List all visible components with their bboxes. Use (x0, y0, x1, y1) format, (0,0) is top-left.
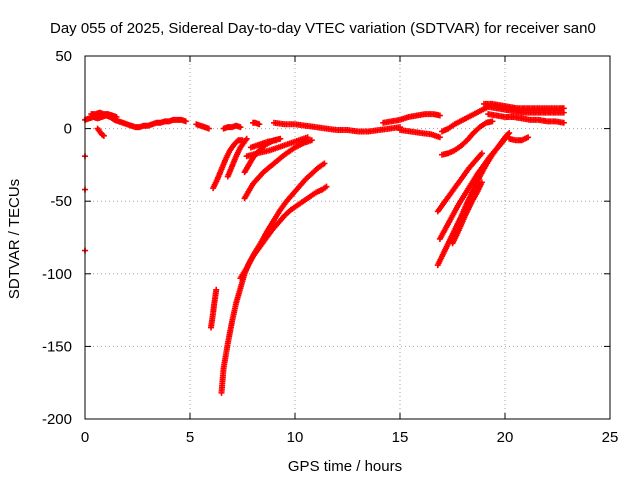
y-tick-label: -150 (42, 338, 72, 355)
plot-frame (84, 55, 611, 420)
y-tick-label: 50 (55, 48, 72, 65)
point-arc-5 (304, 134, 311, 141)
point-deep-dip (321, 160, 328, 167)
point-mid-a (205, 125, 212, 132)
x-tick-label: 25 (602, 429, 619, 446)
point-isolated (213, 286, 220, 293)
y-tick-label: 0 (64, 121, 72, 138)
point-late-lower (560, 119, 567, 126)
x-tick-label: 0 (81, 429, 89, 446)
x-tick-label: 10 (287, 429, 304, 446)
x-tick-label: 20 (497, 429, 514, 446)
point-deep-dip-b (323, 183, 330, 190)
point-late-short (525, 134, 532, 141)
x-tick-label: 5 (186, 429, 194, 446)
point-baseline-upper (113, 113, 120, 120)
x-axis-label: GPS time / hours (288, 458, 402, 475)
point-early-drop (100, 132, 107, 139)
y-tick-label: -200 (42, 411, 72, 428)
axis-ticks: 0 5 10 15 20 25 -200 -150 -100 -50 0 50 (42, 48, 618, 446)
point-mid-b (237, 124, 244, 131)
point-late-rise (489, 118, 496, 125)
point-arc-3 (277, 135, 284, 142)
x-tick-label: 15 (392, 429, 409, 446)
point-mid-c (256, 121, 263, 128)
point-arc-2 (243, 135, 250, 142)
point-late-dip (436, 134, 443, 141)
y-tick-label: -50 (50, 193, 72, 210)
point-late-upper (560, 105, 567, 112)
y-axis-label: SDTVAR / TECUs (6, 179, 23, 299)
point-arc-17-b (504, 132, 511, 139)
point-arc-17-c (478, 179, 485, 186)
point-arc-17-d (478, 150, 485, 157)
point-late-baseline (436, 112, 443, 119)
point-baseline-early (182, 118, 189, 125)
data-points (82, 100, 567, 396)
point-arc-4 (308, 137, 315, 144)
chart-title: Day 055 of 2025, Sidereal Day-to-day VTE… (50, 20, 596, 37)
point-arc-6 (273, 137, 280, 144)
y-tick-label: -100 (42, 266, 72, 283)
